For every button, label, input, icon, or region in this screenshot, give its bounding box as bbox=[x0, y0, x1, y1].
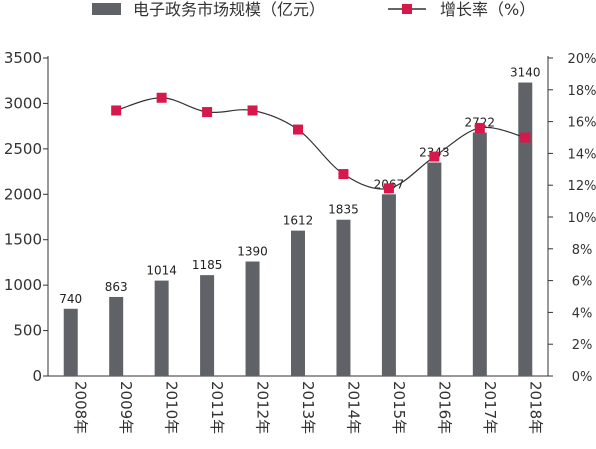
y-left-tick-label: 2000 bbox=[4, 185, 42, 203]
x-tick-label: 2015年 bbox=[390, 381, 408, 434]
bar-value-label: 1612 bbox=[283, 214, 314, 228]
bar bbox=[427, 162, 442, 376]
legend-line-marker bbox=[402, 4, 412, 14]
y-right-tick-label: 8% bbox=[572, 243, 593, 258]
y-left-tick-label: 3000 bbox=[4, 94, 42, 112]
x-tick-label: 2010年 bbox=[163, 381, 181, 434]
y-left-tick-label: 1500 bbox=[4, 231, 42, 249]
bar bbox=[200, 275, 215, 376]
y-right-tick-label: 2% bbox=[572, 338, 593, 353]
y-left-tick-label: 3500 bbox=[4, 49, 42, 67]
growth-line bbox=[111, 92, 531, 194]
bar-value-label: 863 bbox=[105, 280, 128, 294]
y-right-tick-label: 12% bbox=[568, 179, 596, 194]
bar bbox=[154, 280, 169, 376]
bar-value-label: 2722 bbox=[465, 116, 496, 130]
y-right-tick-label: 0% bbox=[572, 370, 593, 385]
bar-value-label: 1390 bbox=[237, 245, 268, 259]
y-right-tick-label: 10% bbox=[568, 211, 596, 226]
y-right-tick-label: 4% bbox=[572, 306, 593, 321]
y-left-tick-label: 2500 bbox=[4, 140, 42, 158]
bar bbox=[381, 194, 396, 376]
bar-value-label: 740 bbox=[59, 292, 82, 306]
bar-value-label: 3140 bbox=[510, 66, 541, 80]
legend-line-label: 增长率（%） bbox=[440, 0, 535, 19]
x-tick-label: 2016年 bbox=[435, 381, 453, 434]
growth-marker bbox=[429, 151, 440, 162]
x-tick-label: 2013年 bbox=[299, 381, 317, 434]
bar bbox=[472, 132, 487, 376]
bar bbox=[63, 308, 78, 376]
growth-marker bbox=[520, 132, 531, 143]
growth-marker bbox=[293, 124, 303, 135]
bar bbox=[109, 296, 124, 376]
bar bbox=[245, 261, 260, 376]
bar bbox=[336, 219, 351, 376]
x-tick-label: 2018年 bbox=[526, 381, 544, 434]
bar bbox=[291, 230, 305, 376]
x-tick-label: 2014年 bbox=[344, 381, 362, 434]
growth-marker bbox=[338, 169, 349, 180]
growth-marker bbox=[111, 105, 122, 116]
y-left-tick-label: 0 bbox=[32, 367, 42, 385]
y-right-tick-label: 14% bbox=[568, 147, 596, 162]
y-right-tick-label: 20% bbox=[568, 52, 596, 67]
bar-value-label: 1835 bbox=[328, 203, 359, 217]
y-right-tick-label: 18% bbox=[568, 84, 596, 99]
bar-value-label: 1014 bbox=[146, 264, 177, 278]
growth-marker bbox=[202, 107, 213, 118]
growth-line-path bbox=[116, 97, 526, 190]
x-tick-label: 2017年 bbox=[481, 381, 499, 434]
bar bbox=[518, 82, 533, 376]
legend-bar-label: 电子政务市场规模（亿元） bbox=[133, 0, 325, 19]
y-left-tick-label: 1000 bbox=[4, 276, 42, 294]
growth-marker bbox=[156, 92, 167, 103]
bars bbox=[63, 82, 533, 376]
growth-marker bbox=[247, 105, 258, 116]
y-right-tick-label: 6% bbox=[572, 275, 593, 290]
bar-value-label: 1185 bbox=[192, 258, 223, 272]
axes: 0 500 1000 1500 2000 2500 3000 3500 0% 2% 4% 6% 8% 10… bbox=[4, 49, 596, 385]
y-right-tick-label: 16% bbox=[568, 116, 596, 131]
y-left-tick-label: 500 bbox=[13, 322, 42, 340]
growth-marker bbox=[383, 183, 394, 194]
legend-bar-swatch bbox=[92, 3, 121, 15]
x-tick-label: 2011年 bbox=[208, 381, 226, 434]
legend: 电子政务市场规模（亿元） 增长率（%） bbox=[92, 0, 535, 19]
x-tick-labels: 2008年 2009年 2010年 2011年 2012年 2013年 2014年 2015年… bbox=[72, 381, 545, 434]
growth-marker bbox=[474, 122, 485, 133]
x-tick-label: 2008年 bbox=[72, 381, 90, 434]
x-tick-label: 2012年 bbox=[254, 381, 272, 434]
x-tick-label: 2009年 bbox=[117, 381, 135, 434]
